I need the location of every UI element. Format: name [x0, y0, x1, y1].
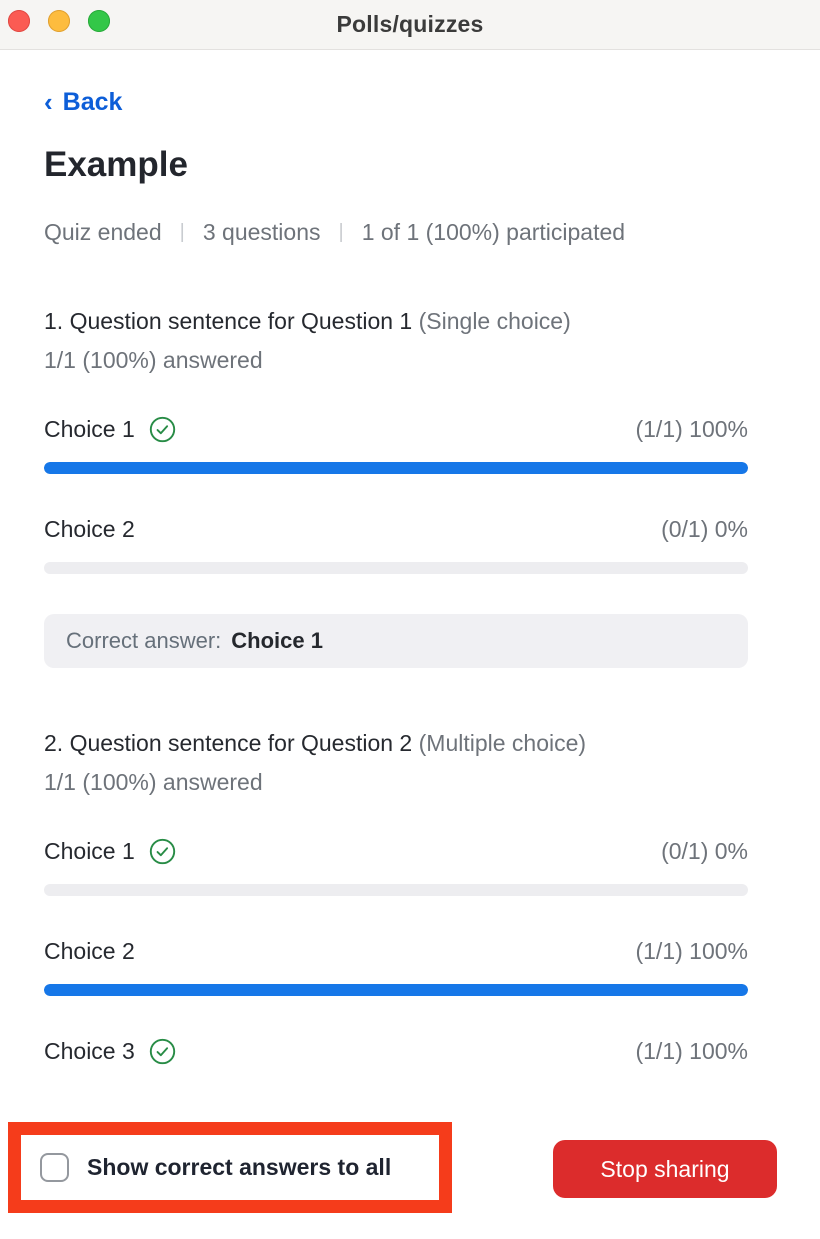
choice-row: Choice 1 (1/1) 100%: [44, 416, 748, 443]
correct-check-icon: [149, 416, 176, 443]
question-answered: 1/1 (100%) answered: [44, 347, 263, 373]
choice-stat: (0/1) 0%: [661, 838, 748, 864]
question-block-2: 2. Question sentence for Question 2 (Mul…: [44, 728, 748, 1065]
choice-stat: (1/1) 100%: [635, 416, 748, 442]
choice-label: Choice 3: [44, 1038, 135, 1064]
quiz-participation: 1 of 1 (100%) participated: [361, 219, 626, 245]
result-bar-track: [44, 462, 748, 474]
choice-row: Choice 3 (1/1) 100%: [44, 1038, 748, 1065]
choice-stat: (1/1) 100%: [635, 938, 748, 964]
chevron-left-icon: ‹: [44, 86, 53, 117]
correct-answer-box: Correct answer: Choice 1: [44, 614, 748, 668]
question-type: (Multiple choice): [418, 730, 587, 756]
result-bar-fill: [44, 462, 748, 474]
result-bar-fill: [44, 984, 748, 996]
correct-check-icon: [149, 838, 176, 865]
quiz-status: Quiz ended: [44, 219, 162, 245]
question-text: 1. Question sentence for Question 1: [44, 308, 413, 334]
choice-stat: (1/1) 100%: [635, 1038, 748, 1064]
minimize-window-button[interactable]: [48, 10, 70, 32]
choice-row: Choice 1 (0/1) 0%: [44, 838, 748, 865]
question-text: 2. Question sentence for Question 2: [44, 730, 413, 756]
correct-answer-value: Choice 1: [231, 628, 323, 653]
stop-sharing-button[interactable]: Stop sharing: [553, 1140, 777, 1198]
correct-answer-label: Correct answer:: [66, 628, 222, 653]
result-bar-track: [44, 984, 748, 996]
choice-row: Choice 2 (0/1) 0%: [44, 516, 748, 543]
back-button[interactable]: ‹ Back: [44, 88, 122, 117]
result-bar-track: [44, 562, 748, 574]
question-block-1: 1. Question sentence for Question 1 (Sin…: [44, 306, 748, 668]
question-answered: 1/1 (100%) answered: [44, 769, 263, 795]
back-label: Back: [62, 88, 123, 116]
show-correct-answers-checkbox[interactable]: [40, 1153, 69, 1182]
choice-label: Choice 1: [44, 416, 135, 442]
close-window-button[interactable]: [8, 10, 30, 32]
result-bar-track: [44, 884, 748, 896]
choice-row: Choice 2 (1/1) 100%: [44, 938, 748, 965]
quiz-title: Example: [44, 145, 188, 184]
zoom-window-button[interactable]: [88, 10, 110, 32]
traffic-lights: [8, 10, 110, 32]
quiz-questions-count: 3 questions: [202, 219, 321, 245]
choice-stat: (0/1) 0%: [661, 516, 748, 542]
red-highlight-annotation: Show correct answers to all: [8, 1122, 452, 1213]
quiz-meta-row: Quiz ended | 3 questions | 1 of 1 (100%)…: [44, 219, 748, 246]
correct-check-icon: [149, 1038, 176, 1065]
choice-label: Choice 1: [44, 838, 135, 864]
choice-label: Choice 2: [44, 938, 135, 964]
question-heading: 2. Question sentence for Question 2 (Mul…: [44, 728, 748, 758]
question-type: (Single choice): [418, 308, 571, 334]
meta-divider: |: [338, 221, 344, 243]
window-titlebar: Polls/quizzes: [0, 0, 820, 50]
question-heading: 1. Question sentence for Question 1 (Sin…: [44, 306, 748, 336]
quiz-results-panel: ‹ Back Example Quiz ended | 3 questions …: [0, 50, 820, 1065]
meta-divider: |: [179, 221, 185, 243]
choice-label: Choice 2: [44, 516, 135, 542]
show-correct-answers-label[interactable]: Show correct answers to all: [87, 1154, 392, 1180]
window-title: Polls/quizzes: [336, 11, 484, 37]
